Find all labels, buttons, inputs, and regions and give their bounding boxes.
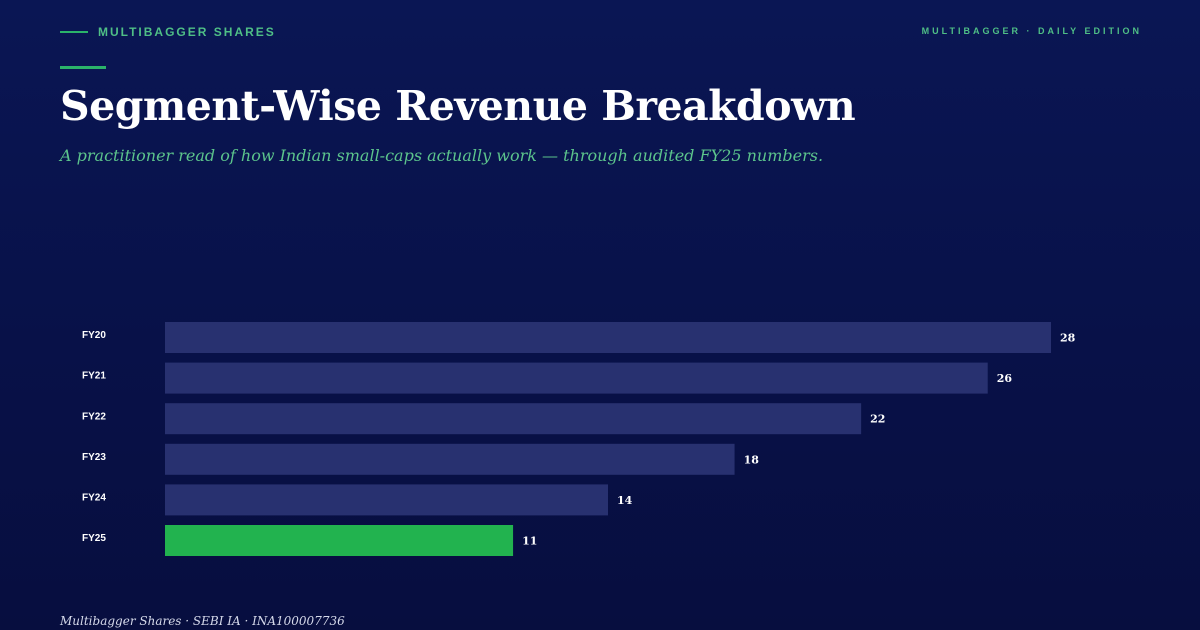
category-label-fy23: FY23 <box>82 452 106 463</box>
category-label-fy20: FY20 <box>82 330 106 341</box>
title-accent-bar <box>60 66 106 69</box>
page-title: Segment-Wise Revenue Breakdown <box>60 82 856 130</box>
brand-label: MULTIBAGGER SHARES <box>98 25 276 39</box>
value-label-fy23: 18 <box>744 453 760 466</box>
bar-fy23 <box>165 443 735 475</box>
value-label-fy24: 14 <box>617 494 633 507</box>
bar-fy22 <box>165 403 862 435</box>
bar-fy20 <box>165 322 1051 353</box>
page-subtitle: A practitioner read of how Indian small-… <box>60 146 824 165</box>
edition-label: MULTIBAGGER · DAILY EDITION <box>921 26 1142 36</box>
category-label-fy21: FY21 <box>82 371 106 382</box>
bar-fy25 <box>165 525 514 556</box>
brand: MULTIBAGGER SHARES <box>60 25 276 39</box>
category-label-fy22: FY22 <box>82 411 106 422</box>
value-label-fy20: 28 <box>1060 332 1076 345</box>
brand-rule <box>60 31 88 33</box>
bar-fy21 <box>165 362 988 394</box>
value-label-fy25: 11 <box>522 535 537 548</box>
category-label-fy24: FY24 <box>82 493 106 504</box>
bar-fy24 <box>165 484 608 516</box>
value-label-fy21: 26 <box>997 372 1013 385</box>
category-label-fy25: FY25 <box>82 533 106 544</box>
revenue-bar-chart: FY20 28 FY21 26 FY22 22 FY23 18 FY24 14 FY25 11 <box>82 322 1076 556</box>
footer-credit: Multibagger Shares · SEBI IA · INA100007… <box>60 614 345 628</box>
value-label-fy22: 22 <box>870 413 885 426</box>
